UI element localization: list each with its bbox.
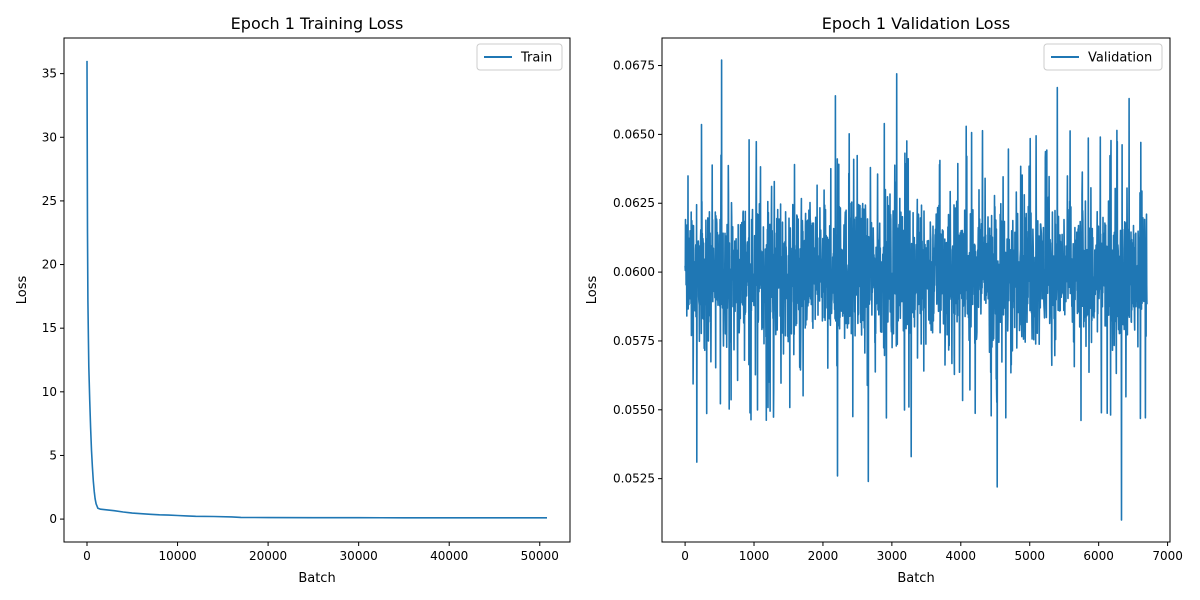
- y-tick-label: 10: [42, 385, 57, 399]
- chart-title: Epoch 1 Validation Loss: [822, 14, 1011, 33]
- y-tick-label: 0.0625: [613, 196, 655, 210]
- legend-label: Train: [520, 51, 552, 66]
- x-tick-label: 30000: [340, 549, 378, 563]
- y-tick-label: 20: [42, 258, 57, 272]
- series-line-train: [86, 60, 547, 519]
- y-tick-label: 0.0525: [613, 472, 655, 486]
- x-tick-label: 6000: [1083, 549, 1114, 563]
- x-tick-label: 3000: [877, 549, 908, 563]
- x-axis-label: Batch: [897, 571, 934, 586]
- x-tick-label: 0: [83, 549, 91, 563]
- x-axis-label: Batch: [298, 571, 335, 586]
- legend-box: [476, 43, 563, 71]
- legend-label: Validation: [1088, 51, 1152, 66]
- x-tick-label: 40000: [430, 549, 468, 563]
- x-tick-label: 10000: [158, 549, 196, 563]
- x-tick-label: 1000: [739, 549, 770, 563]
- x-tick-label: 0: [681, 549, 689, 563]
- y-tick-label: 0.0675: [613, 59, 655, 73]
- y-tick-label: 0.0600: [613, 265, 655, 279]
- y-tick-label: 5: [49, 448, 57, 462]
- validation-loss-chart: Epoch 1 Validation Loss 0 1000 2000 3000 4000…: [585, 14, 1183, 586]
- series-line-validation: [684, 59, 1148, 521]
- x-tick-label: 4000: [946, 549, 977, 563]
- y-axis-label: Loss: [585, 276, 600, 305]
- y-tick-label: 0.0575: [613, 334, 655, 348]
- plot-frame: [63, 37, 571, 543]
- x-tick-label: 20000: [249, 549, 287, 563]
- y-tick-label: 0.0550: [613, 403, 655, 417]
- legend-box: [1043, 43, 1163, 71]
- plot-frame: [661, 37, 1171, 543]
- training-loss-chart: Epoch 1 Training Loss 0 10000 20000 30000 400…: [15, 14, 571, 586]
- x-tick-label: 5000: [1014, 549, 1045, 563]
- x-tick-label: 50000: [521, 549, 559, 563]
- y-tick-label: 15: [42, 321, 57, 335]
- chart-title: Epoch 1 Training Loss: [231, 14, 404, 33]
- x-tick-label: 2000: [808, 549, 839, 563]
- x-tick-label: 7000: [1152, 549, 1183, 563]
- y-tick-label: 0: [49, 512, 57, 526]
- y-tick-label: 25: [42, 194, 57, 208]
- y-tick-label: 30: [42, 130, 57, 144]
- y-axis-label: Loss: [15, 276, 30, 305]
- y-tick-label: 0.0650: [613, 127, 655, 141]
- y-tick-label: 35: [42, 67, 57, 81]
